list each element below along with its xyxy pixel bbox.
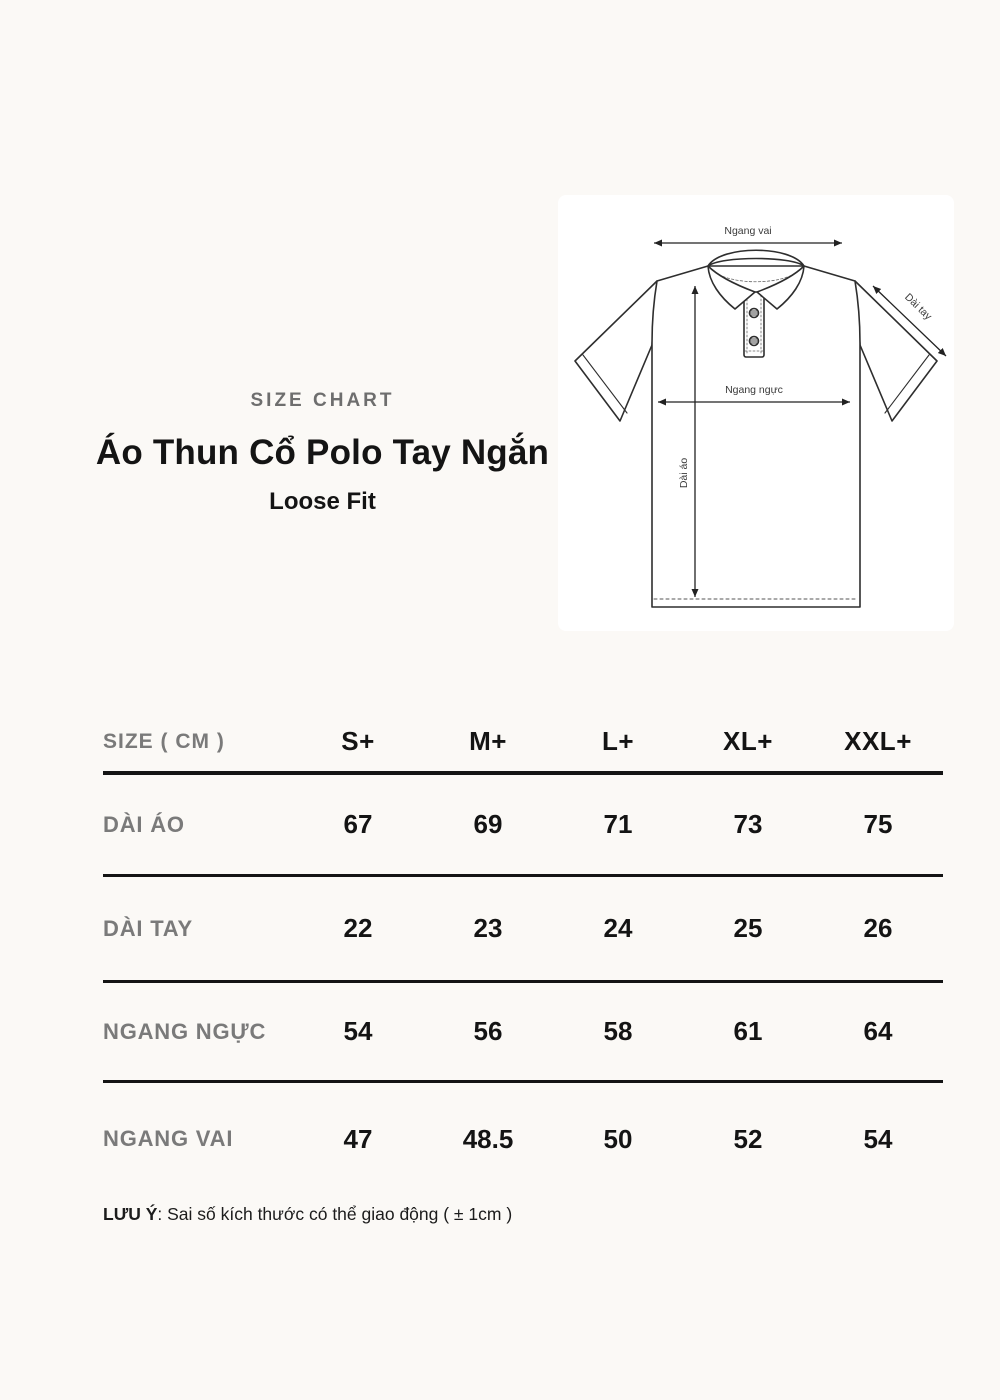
note-label: LƯU Ý bbox=[103, 1204, 158, 1224]
note-text: : Sai số kích thước có thể giao động ( ±… bbox=[157, 1204, 513, 1224]
table-row-ngang-nguc: NGANG NGỰC 54 56 58 61 64 bbox=[103, 983, 943, 1083]
table-row-ngang-vai: NGANG VAI 47 48.5 50 52 54 bbox=[103, 1083, 943, 1195]
size-value: 54 bbox=[863, 1123, 893, 1154]
size-value: 54 bbox=[343, 1016, 373, 1046]
size-table: SIZE ( CM ) S+ M+ L+ XL+ XXL+ DÀI ÁO 67 … bbox=[103, 712, 943, 1195]
back-collar bbox=[707, 249, 805, 267]
row-label: DÀI ÁO bbox=[103, 811, 185, 837]
shirt-body bbox=[651, 265, 861, 608]
size-col-xl: XL+ bbox=[723, 726, 773, 756]
size-value: 71 bbox=[603, 809, 633, 839]
size-col-l: L+ bbox=[601, 726, 635, 756]
left-collar-flap bbox=[707, 265, 756, 310]
size-unit-header: SIZE ( CM ) bbox=[103, 729, 225, 753]
size-value: 22 bbox=[343, 913, 373, 943]
size-value: 75 bbox=[863, 809, 893, 839]
size-value: 26 bbox=[863, 913, 893, 943]
body-length-label: Dài áo bbox=[678, 458, 690, 489]
polo-diagram-svg: Ngang vai Dài tay Ngang ngực Dài áo bbox=[574, 225, 947, 608]
tolerance-note: LƯU Ý: Sai số kích thước có thể giao độn… bbox=[103, 1204, 512, 1225]
chest-width-label: Ngang ngực bbox=[725, 384, 783, 396]
title-block: SIZE CHART Áo Thun Cổ Polo Tay Ngắn Loos… bbox=[40, 391, 605, 516]
polo-measurement-diagram: Ngang vai Dài tay Ngang ngực Dài áo bbox=[558, 195, 954, 631]
sleeve-length-arrow bbox=[872, 285, 947, 357]
size-value: 64 bbox=[863, 1016, 893, 1046]
size-value: 25 bbox=[733, 913, 763, 943]
size-value: 52 bbox=[733, 1123, 763, 1154]
table-row-dai-ao: DÀI ÁO 67 69 71 73 75 bbox=[103, 775, 943, 877]
shoulder-width-label: Ngang vai bbox=[724, 225, 771, 237]
size-value: 50 bbox=[603, 1123, 633, 1154]
right-sleeve bbox=[854, 280, 938, 422]
row-label: DÀI TAY bbox=[103, 915, 193, 941]
size-table-header-row: SIZE ( CM ) S+ M+ L+ XL+ XXL+ bbox=[103, 712, 943, 775]
row-label: NGANG VAI bbox=[103, 1126, 234, 1151]
size-col-s: S+ bbox=[341, 726, 375, 756]
size-value: 56 bbox=[473, 1016, 503, 1046]
size-col-xxl: XXL+ bbox=[844, 726, 912, 756]
size-value: 23 bbox=[473, 913, 503, 943]
size-value: 61 bbox=[733, 1016, 763, 1046]
left-sleeve bbox=[574, 280, 658, 422]
table-row-dai-tay: DÀI TAY 22 23 24 25 26 bbox=[103, 877, 943, 983]
placket-stitching bbox=[744, 294, 764, 355]
size-value: 67 bbox=[343, 809, 373, 839]
size-value: 48.5 bbox=[462, 1123, 514, 1154]
eyebrow-size-chart: SIZE CHART bbox=[250, 390, 395, 411]
size-value: 58 bbox=[603, 1016, 633, 1046]
polo-shirt-drawing bbox=[574, 249, 938, 608]
size-value: 73 bbox=[733, 809, 763, 839]
size-value: 69 bbox=[473, 809, 503, 839]
right-cuff-line bbox=[884, 354, 930, 414]
row-label: NGANG NGỰC bbox=[103, 1018, 267, 1044]
size-col-m: M+ bbox=[469, 726, 507, 756]
right-collar-flap bbox=[756, 265, 805, 310]
left-cuff-line bbox=[582, 354, 628, 414]
size-value: 24 bbox=[603, 913, 633, 943]
product-title: Áo Thun Cổ Polo Tay Ngắn bbox=[95, 433, 550, 472]
fit-subtitle: Loose Fit bbox=[269, 488, 376, 515]
size-value: 47 bbox=[343, 1123, 373, 1154]
